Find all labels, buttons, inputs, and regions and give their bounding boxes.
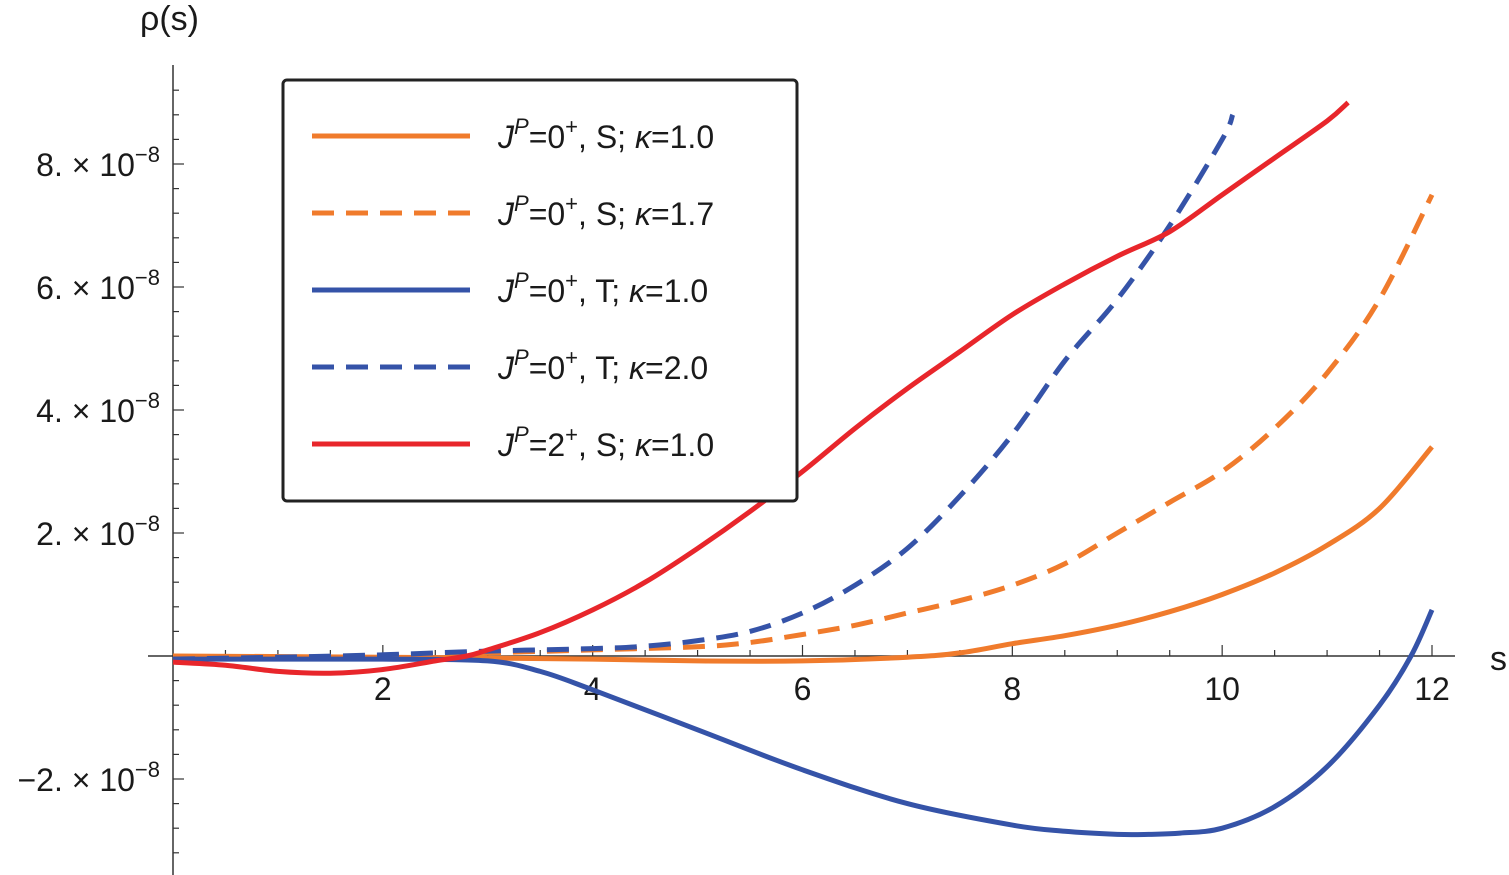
- x-axis-title: s: [1490, 640, 1507, 678]
- x-tick-label: 6: [794, 671, 812, 707]
- y-tick-label: 6. × 10−8: [36, 265, 160, 306]
- legend-entry-2: JP=0+, S; κ=1.7: [497, 191, 714, 232]
- y-tick-label: 8. × 10−8: [36, 142, 160, 183]
- y-tick-label: 2. × 10−8: [36, 511, 160, 552]
- series-line-3: [173, 608, 1435, 838]
- legend: JP=0+, S; κ=1.0 JP=0+, S; κ=1.7 JP=0+, T; …: [281, 78, 799, 503]
- y-tick-label: −2. × 10−8: [17, 757, 160, 798]
- x-tick-label: 10: [1204, 671, 1240, 707]
- x-tick-label: 12: [1414, 671, 1450, 707]
- legend-entry-3: JP=0+, T; κ=1.0: [497, 268, 708, 309]
- legend-entry-4: JP=0+, T; κ=2.0: [497, 345, 708, 386]
- y-axis-title: ρ(s): [140, 0, 199, 38]
- legend-frame: [281, 78, 799, 503]
- series-line-1: [172, 445, 1434, 664]
- legend-entry-5: JP=2+, S; κ=1.0: [497, 422, 714, 463]
- y-axis-title-var: ρ: [140, 0, 159, 38]
- x-tick-label: 8: [1003, 671, 1021, 707]
- series-line-4: [172, 113, 1236, 662]
- legend-entry-1: JP=0+, S; κ=1.0: [497, 114, 714, 155]
- y-axis-title-arg: (s): [159, 0, 199, 38]
- x-tick-label: 2: [374, 671, 392, 707]
- axes: 2 4 6 8 10 12−2. × 10−82. × 10−84. × 10−86. ×…: [17, 65, 1455, 875]
- y-tick-label: 4. × 10−8: [36, 388, 160, 429]
